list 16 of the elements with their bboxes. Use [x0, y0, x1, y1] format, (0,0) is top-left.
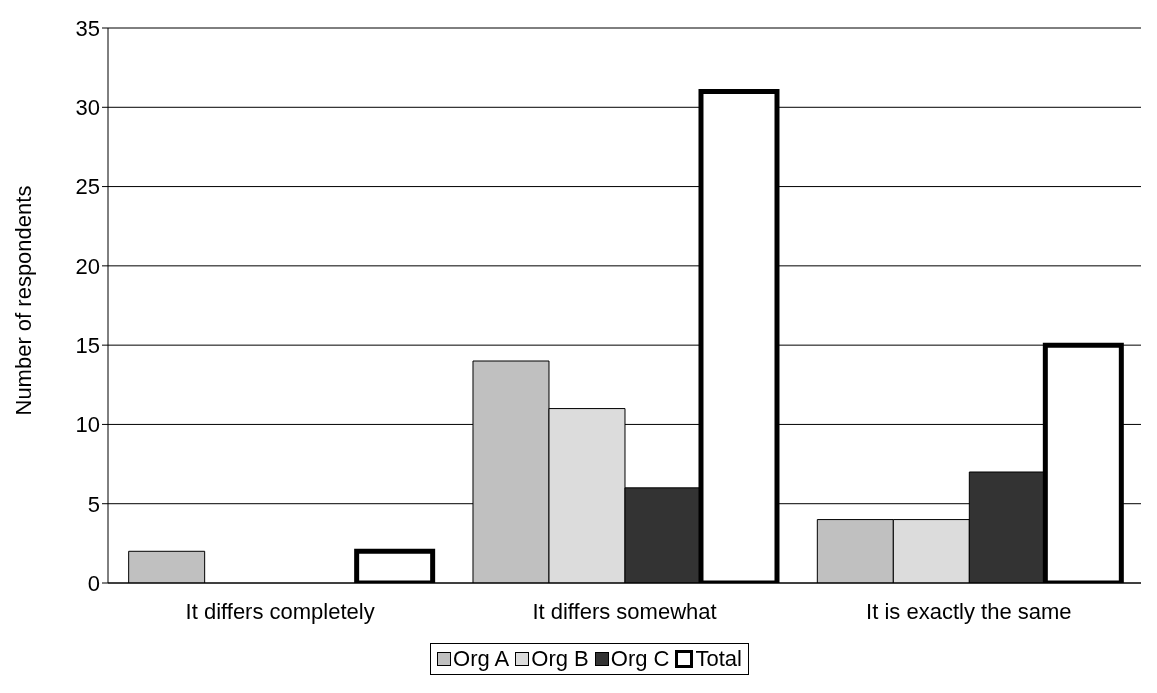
y-tick-label: 30 [75, 95, 100, 121]
legend-label: Org C [610, 646, 670, 672]
y-axis-title: Number of respondents [10, 185, 36, 416]
y-tick-label: 10 [75, 412, 100, 438]
y-tick-label: 25 [75, 174, 100, 200]
y-tick-label: 15 [75, 332, 100, 358]
legend-label: Org A [453, 646, 510, 672]
legend-label: Total [695, 646, 742, 672]
y-tick-label: 35 [75, 15, 100, 41]
y-tick-label: 5 [87, 491, 100, 517]
x-tick-label: It differs completely [185, 598, 375, 624]
y-tick-label: 0 [87, 570, 100, 596]
x-tick-label: It is exactly the same [866, 598, 1072, 624]
y-tick-label: 20 [75, 253, 100, 279]
x-tick-label: It differs somewhat [532, 598, 717, 624]
legend-label: Org B [531, 646, 589, 672]
